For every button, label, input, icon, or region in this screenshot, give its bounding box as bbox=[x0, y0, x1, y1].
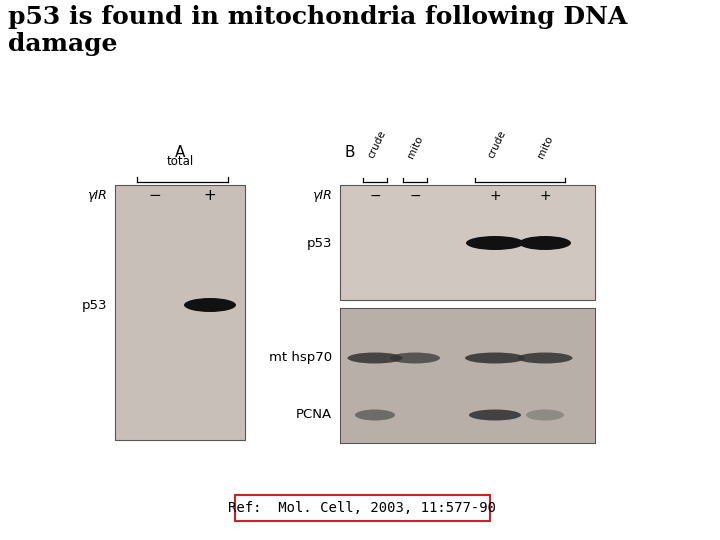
Text: Ref:  Mol. Cell, 2003, 11:577-90: Ref: Mol. Cell, 2003, 11:577-90 bbox=[228, 501, 497, 515]
Text: crude: crude bbox=[366, 129, 387, 160]
Text: −: − bbox=[369, 189, 381, 203]
Text: −: − bbox=[409, 189, 420, 203]
Text: p53 is found in mitochondria following DNA: p53 is found in mitochondria following D… bbox=[8, 5, 627, 29]
Text: +: + bbox=[539, 189, 551, 203]
Text: mt hsp70: mt hsp70 bbox=[269, 352, 332, 365]
Ellipse shape bbox=[465, 353, 525, 363]
Text: total: total bbox=[166, 155, 194, 168]
Text: +: + bbox=[489, 189, 501, 203]
Ellipse shape bbox=[348, 353, 402, 363]
Text: p53: p53 bbox=[81, 299, 107, 312]
Bar bbox=[235, 495, 490, 521]
Bar bbox=[115, 185, 245, 440]
Ellipse shape bbox=[518, 353, 572, 363]
Text: B: B bbox=[345, 145, 356, 160]
Text: −: − bbox=[148, 188, 161, 204]
Ellipse shape bbox=[526, 409, 564, 421]
Text: A: A bbox=[175, 145, 185, 160]
Text: +: + bbox=[204, 188, 217, 204]
Text: γIR: γIR bbox=[312, 190, 332, 202]
Text: p53: p53 bbox=[307, 237, 332, 249]
Ellipse shape bbox=[184, 298, 236, 312]
Text: crude: crude bbox=[486, 129, 508, 160]
Text: γIR: γIR bbox=[87, 190, 107, 202]
Ellipse shape bbox=[466, 236, 524, 250]
Ellipse shape bbox=[469, 409, 521, 421]
Bar bbox=[340, 185, 595, 300]
Text: PCNA: PCNA bbox=[296, 408, 332, 422]
Ellipse shape bbox=[390, 353, 440, 363]
Ellipse shape bbox=[355, 409, 395, 421]
Text: damage: damage bbox=[8, 32, 117, 56]
Text: mito: mito bbox=[406, 134, 425, 160]
Bar bbox=[340, 308, 595, 443]
Text: mito: mito bbox=[536, 134, 555, 160]
Ellipse shape bbox=[519, 236, 571, 250]
